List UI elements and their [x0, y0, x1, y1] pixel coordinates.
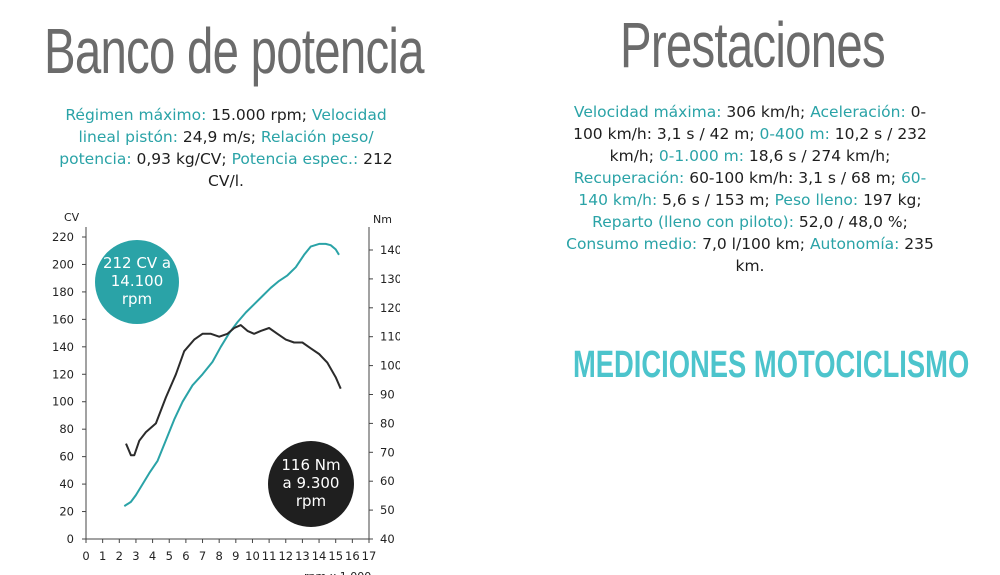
dyno-spec-key: Velocidad lineal pistón: — [78, 106, 387, 146]
y-left-tick-label: 60 — [59, 450, 74, 464]
x-tick-label: 13 — [295, 549, 310, 563]
x-tick-label: 14 — [312, 549, 327, 563]
torque-peak-badge — [268, 441, 354, 527]
x-tick-label: 9 — [232, 549, 239, 563]
y-right-tick-label: 40 — [380, 532, 395, 546]
power-peak-badge-text: 14.100 — [111, 272, 164, 290]
y-right-axis-label: Nm — [373, 213, 392, 226]
power-peak-badge-text: rpm — [122, 290, 152, 308]
x-tick-label: 15 — [328, 549, 343, 563]
dyno-spec-value: 0,93 kg/CV; — [131, 150, 232, 168]
dyno-chart: 0 1 2 3 4 5 6 7 8 9 10 11 12 13 14 15 16 1702040608010012… — [52, 211, 400, 575]
x-axis-label: rpm x 1.000 — [304, 570, 371, 575]
dyno-specs: Régimen máximo: 15.000 rpm; Velocidad li… — [56, 104, 396, 192]
performance-spec-key: 0-1.000 m: — [658, 147, 744, 165]
x-tick-label: 17 — [362, 549, 377, 563]
x-tick-label: 3 — [132, 549, 139, 563]
y-right-tick-label: 90 — [380, 388, 395, 402]
performance-spec-value: 306 km/h; — [721, 103, 811, 121]
x-tick-label: 5 — [166, 549, 173, 563]
x-tick-label: 12 — [278, 549, 293, 563]
y-right-tick-label: 50 — [380, 503, 395, 517]
y-left-tick-label: 140 — [52, 340, 74, 354]
performance-spec-key: 60-140 km/h: — [578, 169, 927, 209]
performance-spec-value: 197 kg; — [858, 191, 922, 209]
performance-spec-key: 0-400 m: — [759, 125, 830, 143]
power-peak-badge-text: 212 CV a — [103, 254, 171, 272]
y-left-tick-label: 20 — [59, 505, 74, 519]
y-right-tick-label: 140 — [380, 243, 400, 257]
performance-spec-key: Peso lleno: — [774, 191, 859, 209]
x-tick-label: 11 — [262, 549, 277, 563]
x-tick-label: 0 — [82, 549, 89, 563]
y-right-tick-label: 100 — [380, 359, 400, 373]
performance-spec-value: 52,0 / 48,0 %; — [793, 213, 908, 231]
x-tick-label: 2 — [116, 549, 123, 563]
y-right-tick-label: 80 — [380, 416, 395, 430]
x-tick-label: 8 — [216, 549, 223, 563]
y-right-tick-label: 60 — [380, 474, 395, 488]
power-curve — [123, 242, 340, 507]
dyno-spec-key: Relación peso/ potencia: — [59, 128, 374, 168]
y-right-tick-label: 70 — [380, 445, 395, 459]
brand-label: MEDICIONES MOTOCICLISMO — [573, 344, 970, 386]
dyno-spec-value: 15.000 rpm; — [206, 106, 312, 124]
performance-spec-key: Reparto (lleno con piloto): — [592, 213, 794, 231]
y-left-tick-label: 220 — [52, 230, 74, 244]
performance-spec-value: 60-100 km/h: 3,1 s / 68 m; — [684, 169, 901, 187]
torque-curve — [125, 324, 342, 457]
performance-spec-key: Recuperación: — [573, 169, 685, 187]
y-left-tick-label: 0 — [67, 532, 74, 546]
dyno-spec-key: Régimen máximo: — [65, 106, 207, 124]
dyno-spec-value: 24,9 m/s; — [177, 128, 261, 146]
x-tick-label: 16 — [345, 549, 360, 563]
performance-specs: Velocidad máxima: 306 km/h; Aceleración:… — [560, 101, 940, 277]
y-left-tick-label: 200 — [52, 257, 74, 271]
y-left-tick-label: 40 — [59, 477, 74, 491]
dyno-spec-value: 212 CV/l. — [208, 150, 393, 190]
y-right-tick-label: 110 — [380, 330, 400, 344]
y-left-tick-label: 80 — [59, 422, 74, 436]
y-left-tick-label: 120 — [52, 367, 74, 381]
performance-spec-key: Consumo medio: — [566, 235, 698, 253]
performance-spec-key: Autonomía: — [809, 235, 900, 253]
performance-spec-value: 235 km. — [735, 235, 934, 275]
power-peak-badge — [95, 240, 179, 324]
performance-spec-value: 7,0 l/100 km; — [697, 235, 810, 253]
x-tick-label: 10 — [245, 549, 260, 563]
y-left-tick-label: 100 — [52, 395, 74, 409]
x-tick-label: 1 — [99, 549, 106, 563]
performance-spec-value: 18,6 s / 274 km/h; — [743, 147, 891, 165]
performance-spec-key: Aceleración: — [810, 103, 906, 121]
performance-spec-value: 5,6 s / 153 m; — [657, 191, 775, 209]
torque-peak-badge-text: 116 Nm — [281, 456, 340, 474]
x-tick-label: 4 — [149, 549, 156, 563]
y-right-tick-label: 130 — [380, 272, 400, 286]
y-left-tick-label: 160 — [52, 312, 74, 326]
y-right-tick-label: 120 — [380, 301, 400, 315]
y-left-tick-label: 180 — [52, 285, 74, 299]
y-left-axis-label: CV — [64, 211, 80, 224]
performance-spec-value: 10,2 s / 232 km/h; — [609, 125, 927, 165]
performance-spec-key: Velocidad máxima: — [573, 103, 722, 121]
performance-spec-value: 0-100 km/h: 3,1 s / 42 m; — [573, 103, 927, 143]
dyno-title: Banco de potencia — [44, 15, 424, 87]
torque-peak-badge-text: a 9.300 — [283, 474, 340, 492]
x-tick-label: 6 — [182, 549, 189, 563]
torque-peak-badge-text: rpm — [296, 492, 326, 510]
performance-title: Prestaciones — [620, 9, 886, 81]
dyno-spec-key: Potencia espec.: — [231, 150, 359, 168]
x-tick-label: 7 — [199, 549, 206, 563]
